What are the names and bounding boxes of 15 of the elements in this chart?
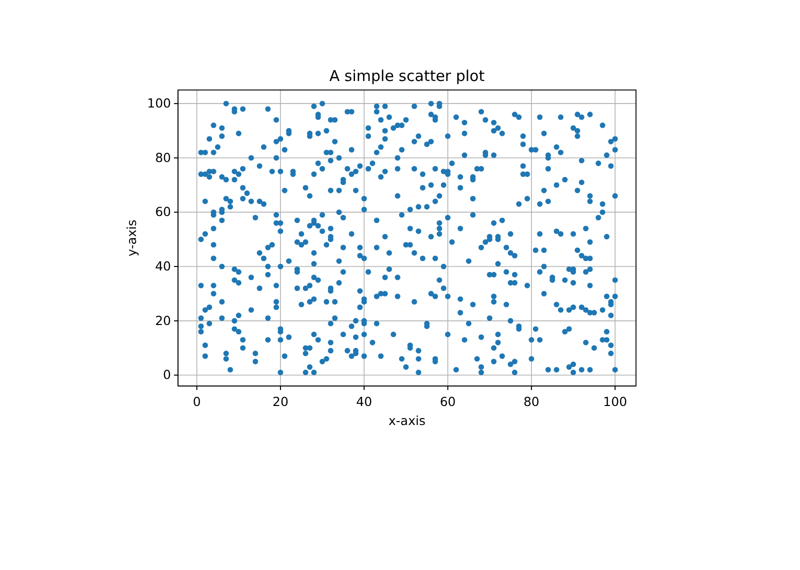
x-tick-label: 20 [272,394,288,410]
x-axis-title: x-axis [388,413,426,428]
chart-title: A simple scatter plot [329,67,485,85]
y-tick-label: 60 [155,204,172,220]
x-tick-label: 0 [192,394,201,410]
y-tick-label: 80 [155,150,172,165]
y-tick-label: 0 [163,367,172,382]
x-tick-label: 60 [440,394,456,410]
y-tick-label: 20 [155,312,172,328]
x-tick-label: 100 [603,394,628,410]
x-tick-label: 80 [523,394,540,410]
y-tick-label: 40 [155,258,172,274]
y-axis-title: y-axis [124,220,139,256]
y-tick-label: 100 [147,96,172,111]
x-tick-label: 40 [356,394,372,410]
